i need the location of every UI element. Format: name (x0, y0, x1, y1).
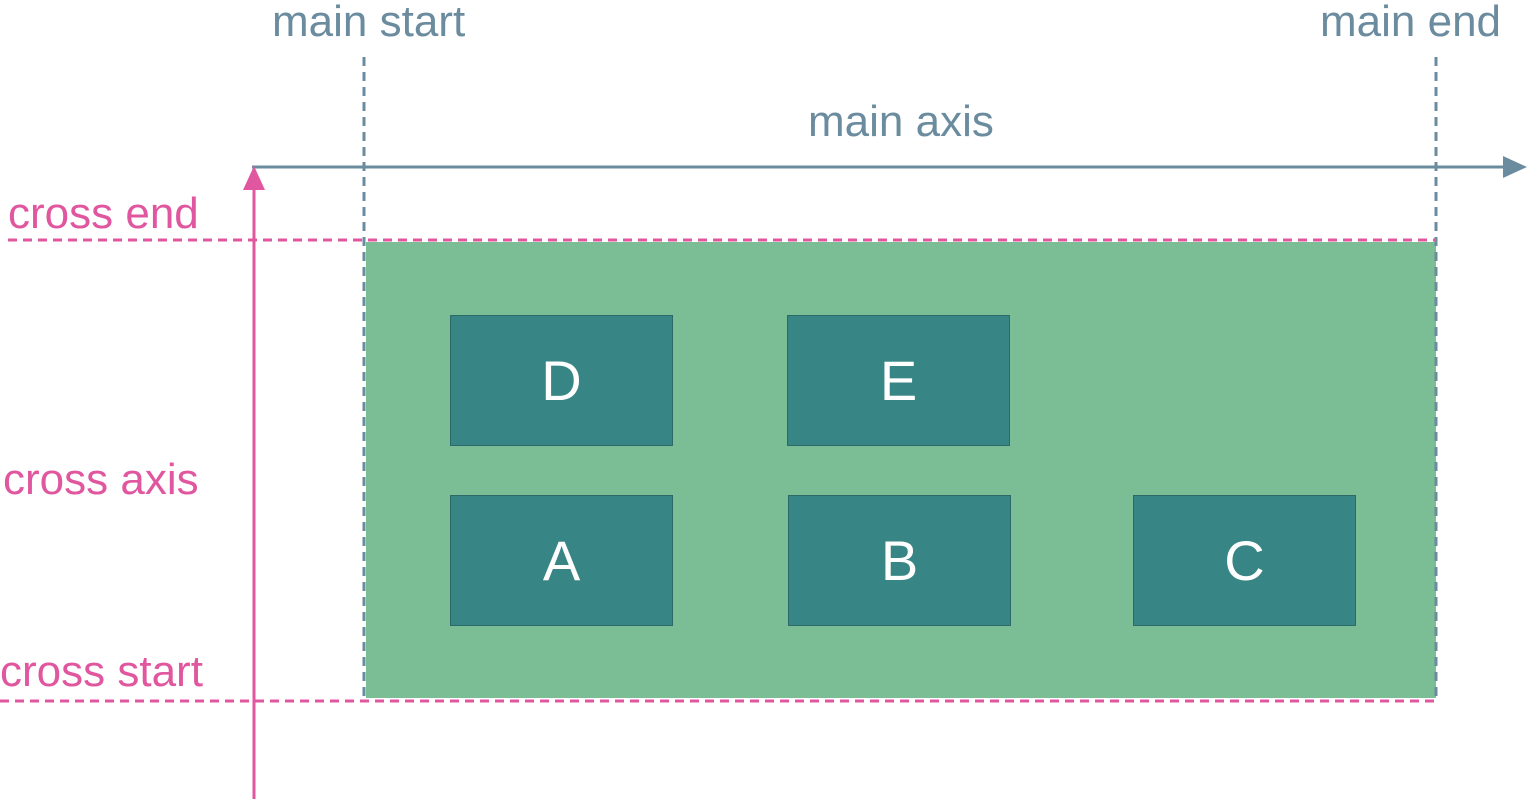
cross-axis-arrowhead (243, 166, 265, 190)
flex-item-d: D (450, 315, 673, 446)
flex-container (366, 242, 1436, 698)
flex-item-label: C (1224, 529, 1265, 592)
main-axis-arrowhead (1503, 156, 1527, 178)
cross-end-label: cross end (8, 189, 199, 238)
main-axis-label: main axis (808, 97, 994, 146)
main-start-label: main start (272, 0, 466, 46)
cross-start-label: cross start (0, 647, 203, 696)
flex-item-b: B (788, 495, 1011, 626)
flex-item-e: E (787, 315, 1010, 446)
flex-item-label: B (880, 529, 919, 592)
cross-axis-label: cross axis (3, 455, 199, 504)
flex-item-c: C (1133, 495, 1356, 626)
flex-item-label: D (541, 349, 582, 412)
flex-item-label: E (879, 349, 918, 412)
flex-item-label: A (542, 529, 581, 592)
main-end-label: main end (1320, 0, 1502, 46)
flex-item-a: A (450, 495, 673, 626)
